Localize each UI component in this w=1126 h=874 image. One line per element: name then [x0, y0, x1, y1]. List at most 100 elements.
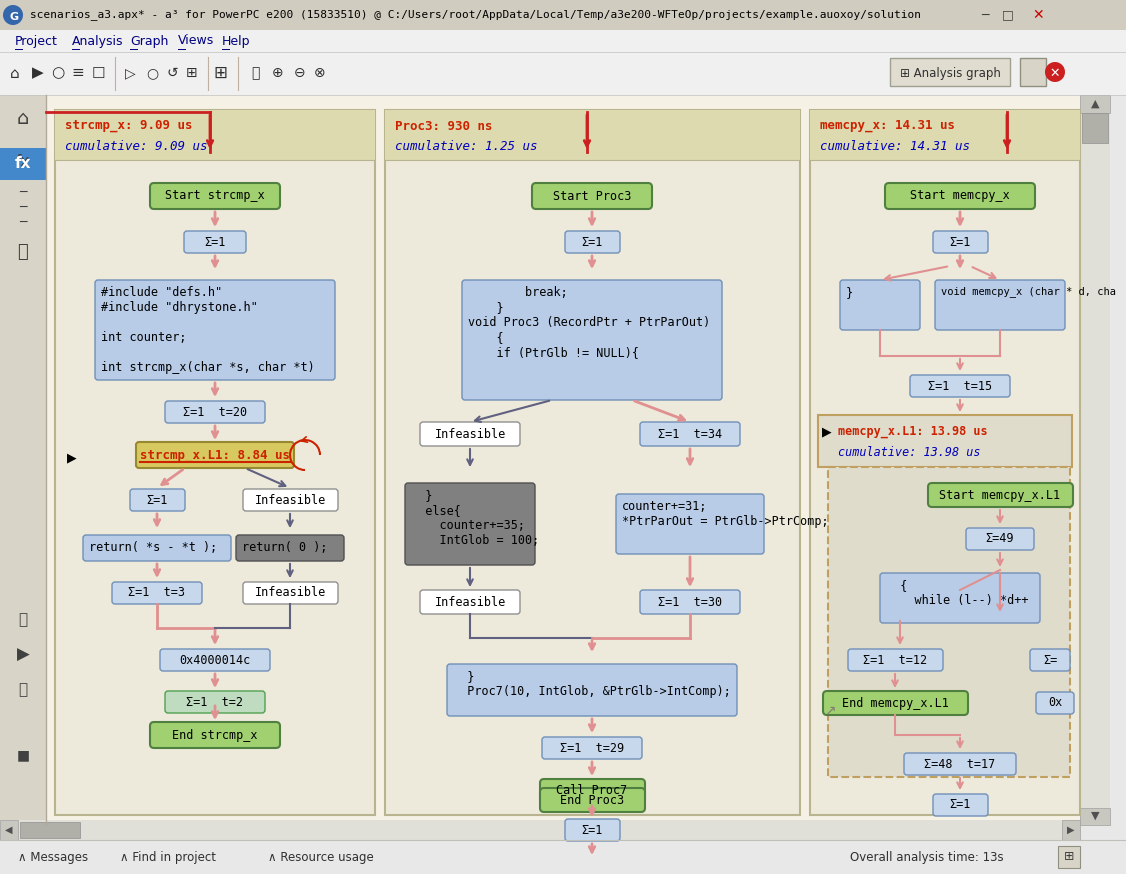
Text: End Proc3: End Proc3 — [560, 794, 624, 807]
Text: ◀: ◀ — [6, 825, 12, 835]
Text: Start strcmp_x: Start strcmp_x — [166, 190, 265, 203]
FancyBboxPatch shape — [933, 231, 988, 253]
Text: Graph: Graph — [129, 34, 169, 47]
Text: fx: fx — [15, 156, 32, 171]
Text: ≡: ≡ — [72, 66, 84, 80]
Text: ⊞ Analysis graph: ⊞ Analysis graph — [900, 66, 1001, 80]
Text: ⊖: ⊖ — [294, 66, 306, 80]
Bar — [0, 840, 1126, 874]
Text: ☐: ☐ — [91, 66, 105, 80]
Bar — [817, 415, 1072, 467]
Text: ▶: ▶ — [1067, 825, 1074, 835]
Text: ∧ Find in project: ∧ Find in project — [120, 850, 216, 864]
FancyBboxPatch shape — [150, 183, 280, 209]
Text: ■: ■ — [17, 748, 29, 762]
Text: ─
─
─: ─ ─ ─ — [19, 185, 27, 228]
FancyBboxPatch shape — [928, 483, 1073, 507]
Text: Start memcpy_x: Start memcpy_x — [910, 190, 1010, 203]
FancyBboxPatch shape — [166, 691, 265, 713]
Bar — [1058, 846, 1080, 868]
FancyBboxPatch shape — [405, 483, 535, 565]
Text: Σ=: Σ= — [1043, 654, 1057, 667]
Bar — [0, 820, 18, 840]
FancyBboxPatch shape — [420, 590, 520, 614]
Text: Views: Views — [178, 34, 214, 47]
FancyBboxPatch shape — [166, 401, 265, 423]
Text: void memcpy_x (char * d, cha: void memcpy_x (char * d, cha — [941, 286, 1116, 297]
Text: □: □ — [1002, 9, 1013, 22]
FancyBboxPatch shape — [881, 573, 1040, 623]
Circle shape — [3, 5, 23, 25]
FancyBboxPatch shape — [243, 489, 338, 511]
FancyBboxPatch shape — [823, 691, 968, 715]
FancyBboxPatch shape — [540, 788, 645, 812]
Text: ⊞: ⊞ — [1064, 850, 1074, 864]
Bar — [1062, 820, 1080, 840]
Text: scenarios_a3.apx* - a³ for PowerPC e200 (15833510) @ C:/Users/root/AppData/Local: scenarios_a3.apx* - a³ for PowerPC e200 … — [30, 10, 921, 20]
Text: memcpy_x.L1: 13.98 us: memcpy_x.L1: 13.98 us — [838, 426, 988, 439]
Text: strcmp_x: 9.09 us: strcmp_x: 9.09 us — [65, 120, 193, 133]
Text: ▲: ▲ — [1091, 99, 1099, 109]
Text: Σ=1  t=3: Σ=1 t=3 — [128, 586, 186, 600]
FancyBboxPatch shape — [910, 375, 1010, 397]
Text: Call Proc7: Call Proc7 — [556, 785, 627, 797]
Text: ⌂: ⌂ — [17, 108, 29, 128]
Text: Σ=1: Σ=1 — [146, 494, 168, 507]
Text: ⏩: ⏩ — [18, 613, 27, 628]
Text: Σ=1  t=2: Σ=1 t=2 — [187, 696, 243, 709]
Bar — [0, 0, 1126, 30]
Text: {
    while (l--) *d++: { while (l--) *d++ — [886, 579, 1028, 607]
Text: ⊕: ⊕ — [272, 66, 284, 80]
FancyBboxPatch shape — [542, 737, 642, 759]
Bar — [828, 467, 1070, 777]
FancyBboxPatch shape — [150, 722, 280, 748]
Bar — [0, 820, 1080, 840]
Bar — [1080, 95, 1110, 113]
FancyBboxPatch shape — [1036, 692, 1074, 714]
Bar — [46, 95, 1080, 820]
FancyBboxPatch shape — [462, 280, 722, 400]
Text: 0x: 0x — [1048, 697, 1062, 710]
Text: ⏩: ⏩ — [18, 683, 27, 697]
Text: #include "defs.h"
#include "dhrystone.h"

int counter;

int strcmp_x(char *s, ch: #include "defs.h" #include "dhrystone.h"… — [101, 286, 315, 374]
Text: ▼: ▼ — [1091, 811, 1099, 821]
Bar — [1020, 58, 1046, 86]
Text: ⊞: ⊞ — [186, 66, 198, 80]
FancyBboxPatch shape — [904, 753, 1016, 775]
FancyBboxPatch shape — [540, 779, 645, 803]
Text: Project: Project — [15, 34, 57, 47]
Text: Infeasible: Infeasible — [254, 586, 325, 600]
Text: Infeasible: Infeasible — [435, 427, 506, 440]
Text: Start memcpy_x.L1: Start memcpy_x.L1 — [939, 489, 1061, 502]
FancyBboxPatch shape — [565, 819, 620, 841]
Bar — [810, 110, 1080, 160]
Text: ▶: ▶ — [33, 66, 44, 80]
Bar — [385, 110, 799, 815]
Text: End strcmp_x: End strcmp_x — [172, 729, 258, 741]
Text: End memcpy_x.L1: End memcpy_x.L1 — [841, 697, 948, 710]
Bar — [55, 110, 375, 160]
Bar — [0, 95, 46, 825]
FancyBboxPatch shape — [136, 442, 294, 468]
Text: ─: ─ — [981, 9, 989, 22]
FancyBboxPatch shape — [933, 794, 988, 816]
Text: ⓘ: ⓘ — [18, 243, 28, 261]
Text: ⌂: ⌂ — [10, 66, 20, 80]
Text: Σ=1  t=20: Σ=1 t=20 — [182, 406, 247, 419]
Bar — [1080, 808, 1110, 825]
FancyBboxPatch shape — [420, 422, 520, 446]
FancyBboxPatch shape — [640, 590, 740, 614]
Bar — [55, 110, 375, 815]
Text: ▷: ▷ — [125, 66, 135, 80]
Text: ✕: ✕ — [1033, 8, 1044, 22]
Text: ∧ Messages: ∧ Messages — [18, 850, 88, 864]
Bar — [810, 110, 1080, 815]
FancyBboxPatch shape — [184, 231, 245, 253]
Text: memcpy_x: 14.31 us: memcpy_x: 14.31 us — [820, 120, 955, 133]
Text: Σ=1  t=30: Σ=1 t=30 — [658, 595, 722, 608]
Text: ↗: ↗ — [824, 703, 835, 717]
FancyBboxPatch shape — [565, 231, 620, 253]
FancyBboxPatch shape — [935, 280, 1065, 330]
Circle shape — [1045, 62, 1065, 82]
Text: G: G — [9, 12, 18, 22]
